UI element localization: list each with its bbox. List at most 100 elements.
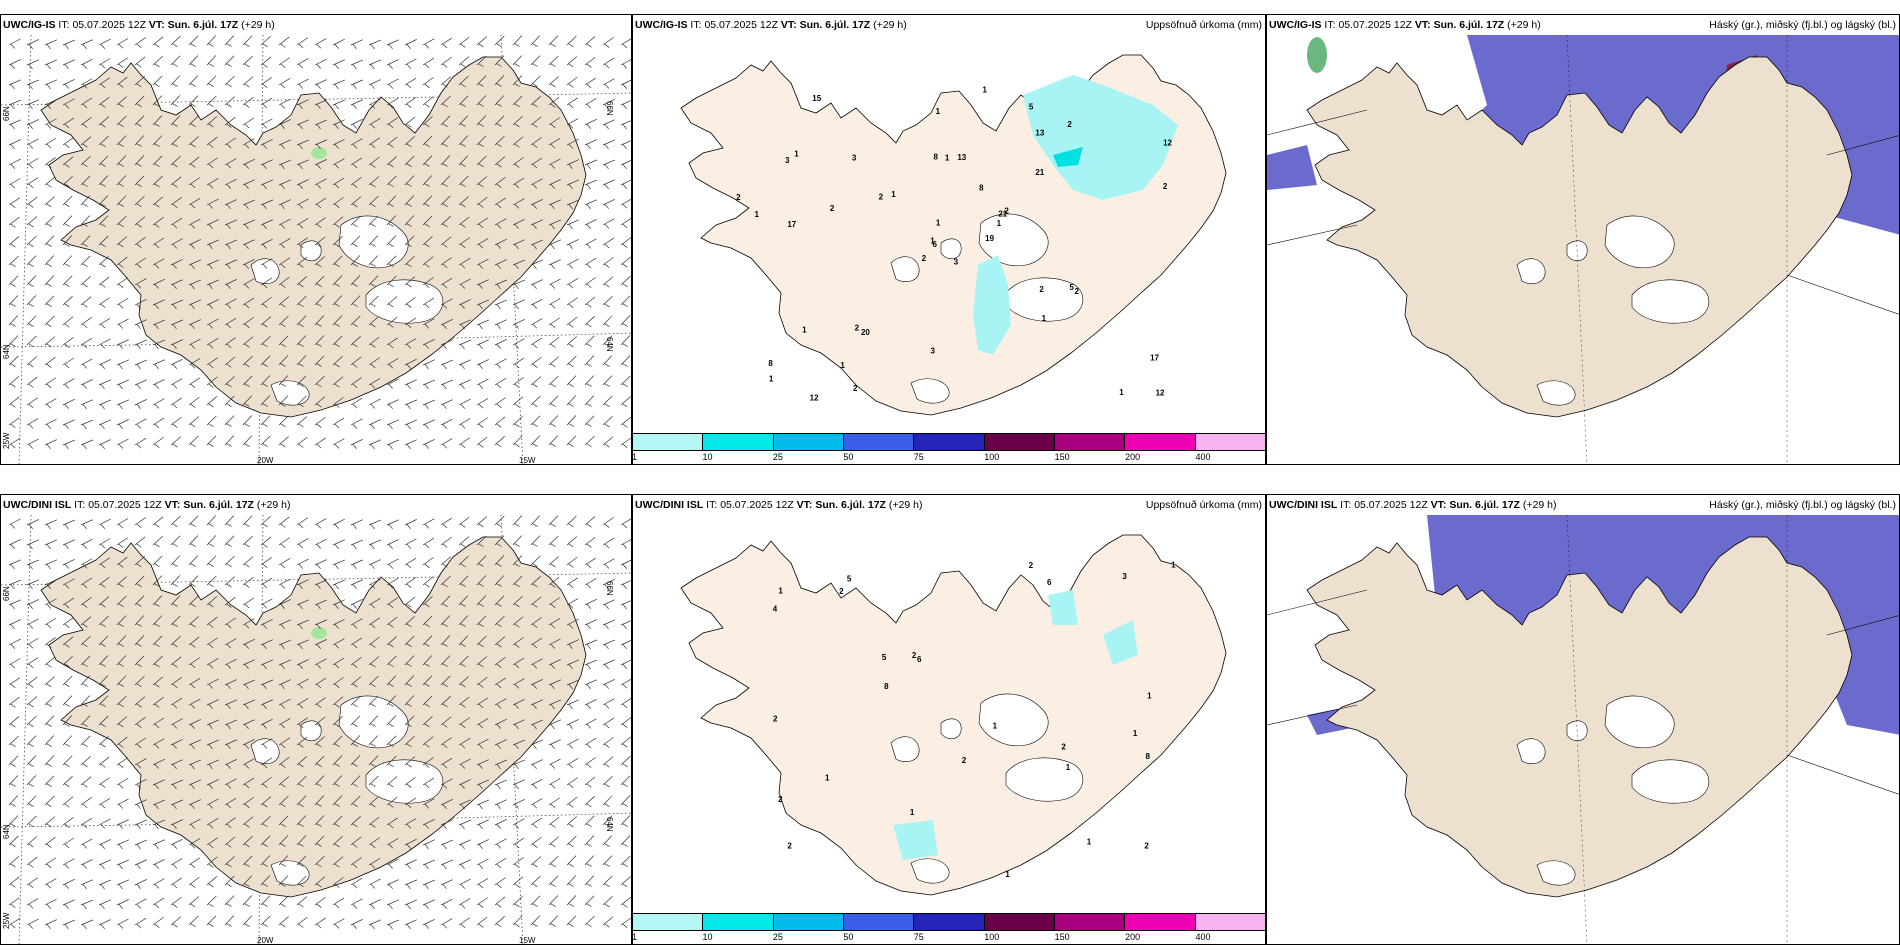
colorbar-tick-label: 25 (772, 932, 783, 942)
precip-value: 19 (985, 234, 994, 243)
precip-value: 1 (1119, 388, 1124, 397)
precip-value: 2 (830, 204, 835, 213)
precip-value: 3 (954, 257, 959, 266)
grid-label: 66N (605, 101, 614, 116)
precip-value: 1 (930, 237, 935, 246)
iceland-land (40, 56, 587, 418)
precip-value: 12 (810, 393, 819, 402)
precip-value: 2 (922, 254, 927, 263)
colorbar-segment (1125, 434, 1196, 450)
precip-value: 1 (1042, 314, 1047, 323)
wind-barbs (8, 35, 631, 450)
colorbar-segment (914, 914, 985, 930)
colorbar-segment (843, 914, 915, 930)
colorbar-tick-label: 100 (984, 932, 1000, 942)
iceland-land (1306, 56, 1853, 418)
precip-value: 1 (825, 774, 830, 783)
precip-value: 2 (853, 384, 858, 393)
grid-label: 64N (605, 337, 614, 352)
precip-value: 1 (840, 361, 845, 370)
panel-title: UWC/DINI ISL IT: 05.07.2025 12Z VT: Sun.… (3, 499, 291, 511)
precip-value: 17 (787, 220, 796, 229)
precip-value: 2 (787, 842, 792, 851)
wind-green-patch (311, 627, 327, 639)
precip-value: 1 (754, 210, 759, 219)
panel-title: UWC/DINI ISL IT: 05.07.2025 12Z VT: Sun.… (1269, 499, 1557, 511)
grid-label: 66N (605, 581, 614, 596)
cloud-map (1267, 34, 1899, 464)
mid-cloud (1307, 37, 1327, 73)
precip-value: 1 (778, 587, 783, 596)
precip-value: 8 (979, 184, 984, 193)
precip-value: 2 (1039, 285, 1044, 294)
colorbar-segment (984, 914, 1055, 930)
grid-label: 25W (2, 432, 11, 449)
panel-subtitle: Uppsöfnuð úrkoma (mm) (1145, 499, 1262, 511)
precip-value: 1 (802, 325, 807, 334)
precip-value: 1 (794, 150, 799, 159)
precip-colorbar (632, 913, 1266, 931)
precip-value: 8 (768, 359, 773, 368)
panel-title: UWC/IG-IS IT: 05.07.2025 12Z VT: Sun. 6.… (3, 19, 275, 31)
precip-value: 2 (1067, 120, 1072, 129)
precip-value: 2 (1144, 842, 1149, 851)
precip-map: 3368212051313191512171222112881111122111… (680, 54, 1227, 416)
projection-lines (1267, 514, 1899, 944)
colorbar-segment (773, 434, 844, 450)
panel-title: UWC/DINI ISL IT: 05.07.2025 12Z VT: Sun.… (635, 499, 923, 511)
precip-area (1103, 620, 1138, 665)
cloud-map (1267, 514, 1899, 944)
colorbar-tick-label: 1 (632, 932, 638, 942)
precip-area (1048, 590, 1078, 625)
colorbar-tick-label: 50 (843, 932, 854, 942)
precip-value: 6 (917, 655, 922, 664)
precip-value: 5 (1029, 103, 1034, 112)
precip-value: 3 (930, 346, 935, 355)
precip-areas (973, 75, 1178, 355)
grid-label: 64N (605, 817, 614, 832)
precip-value: 20 (861, 328, 870, 337)
precip-panel-top: UWC/IG-IS IT: 05.07.2025 12Z VT: Sun. 6.… (632, 14, 1266, 465)
grid-label: 25W (2, 912, 11, 929)
precip-value: 12 (1156, 388, 1165, 397)
colorbar-tick-label: 10 (702, 932, 713, 942)
colorbar-tick-label: 75 (913, 452, 924, 462)
colorbar-tick-label: 150 (1054, 452, 1070, 462)
wind-green-patch (311, 147, 327, 159)
precip-value: 2 (1075, 287, 1080, 296)
precip-value: 2 (855, 323, 860, 332)
precip-value: 2 (1061, 742, 1066, 751)
precip-areas (893, 590, 1138, 860)
wind-map: 66N 66N 64N 64N 25W 20W 15W (1, 34, 631, 465)
colorbar-segment (773, 914, 844, 930)
precip-value: 2 (736, 193, 741, 202)
low-cloud (1267, 145, 1317, 190)
colorbar-tick-label: 400 (1195, 452, 1211, 462)
precip-value: 1 (997, 219, 1002, 228)
colorbar-tick-label: 10 (702, 452, 713, 462)
precip-value: 2 (1004, 207, 1009, 216)
precip-value: 12 (1163, 139, 1172, 148)
wind-barbs (8, 515, 631, 930)
precip-value: 1 (945, 154, 950, 163)
grid-label: 15W (519, 456, 536, 465)
precip-value: 5 (882, 653, 887, 662)
colorbar-tick-label: 200 (1125, 452, 1141, 462)
precip-value: 8 (884, 682, 889, 691)
precip-value: 1 (983, 86, 988, 95)
grid-label: 66N (2, 106, 11, 121)
precip-value: 8 (1146, 752, 1151, 761)
colorbar-segment (633, 434, 704, 450)
colorbar-tick-label: 75 (913, 932, 924, 942)
precip-value: 5 (847, 575, 852, 584)
precip-value: 3 (1122, 572, 1127, 581)
precip-area (1053, 147, 1083, 167)
precip-value: 13 (1035, 129, 1044, 138)
precip-value: 3 (785, 156, 790, 165)
panel-title: UWC/IG-IS IT: 05.07.2025 12Z VT: Sun. 6.… (635, 19, 907, 31)
precip-value: 1 (1171, 560, 1176, 569)
precip-value: 5 (1069, 283, 1074, 292)
colorbar-segment (843, 434, 915, 450)
precip-area (893, 820, 938, 860)
